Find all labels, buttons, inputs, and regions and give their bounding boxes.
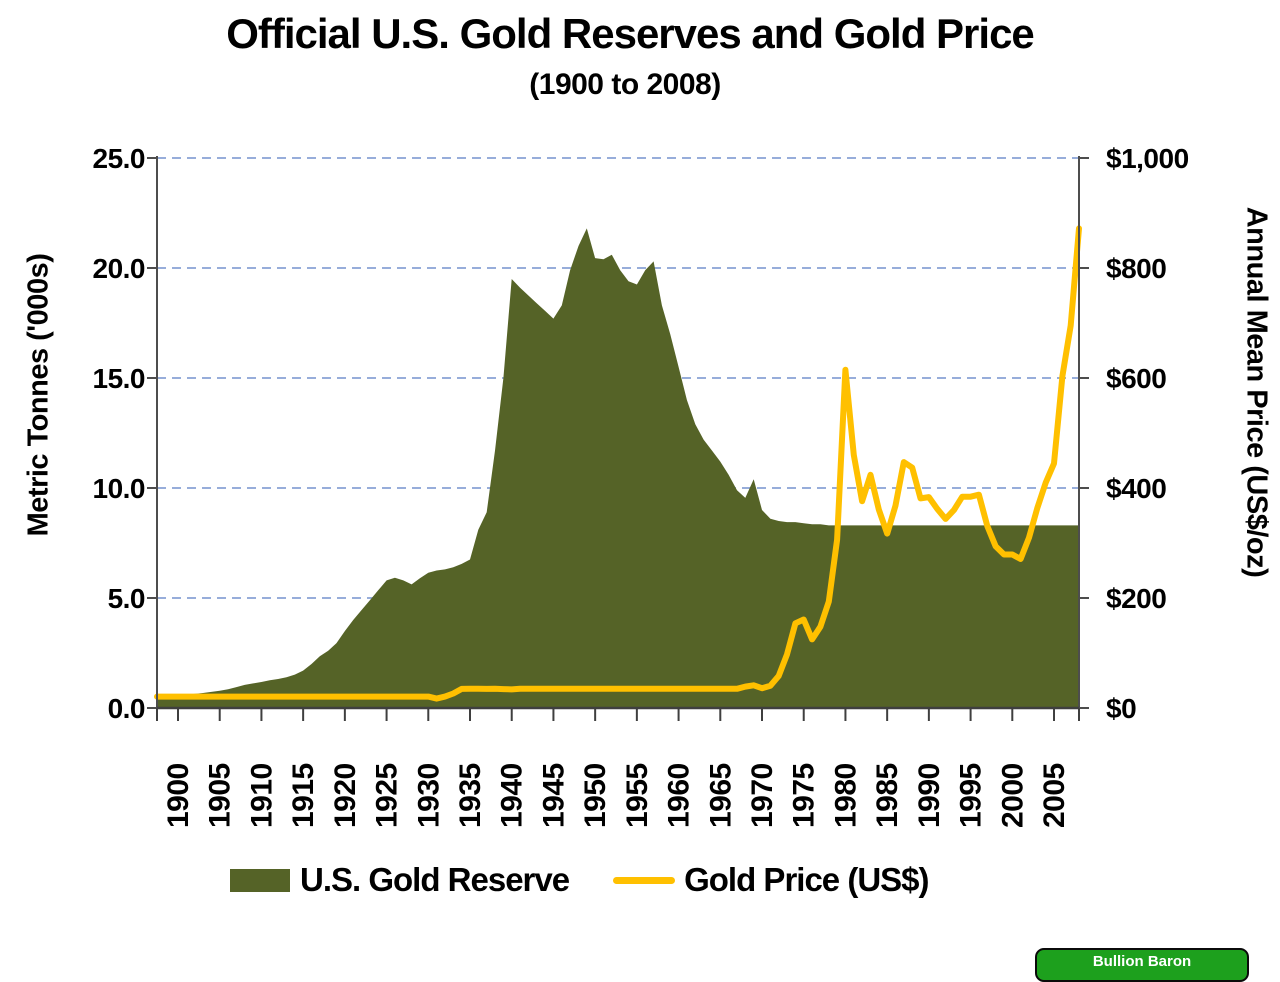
y-right-tick-label: $600 [1106, 363, 1166, 394]
watermark-badge[interactable]: Bullion Baron [1035, 948, 1249, 982]
y-right-tick-label: $400 [1106, 473, 1166, 504]
y-right-tick-label: $1,000 [1106, 143, 1189, 174]
x-tick-label: 1925 [371, 763, 404, 828]
x-tick-label: 2005 [1038, 763, 1071, 828]
y-left-tick-label: 25.0 [93, 143, 146, 174]
y-right-tick-label: $200 [1106, 583, 1166, 614]
x-tick-label: 1945 [537, 763, 570, 828]
x-tick-label: 1955 [621, 763, 654, 828]
y-left-tick-label: 15.0 [93, 363, 146, 394]
x-tick-label: 1970 [746, 763, 779, 828]
x-tick-label: 2000 [996, 763, 1029, 828]
y-left-tick-label: 0.0 [108, 693, 145, 724]
y-left-tick-label: 10.0 [93, 473, 146, 504]
gold-price-line [154, 225, 1082, 702]
y-left-tick-label: 20.0 [93, 253, 146, 284]
x-tick-label: 1900 [162, 763, 195, 828]
chart-subtitle: (1900 to 2008) [529, 68, 721, 101]
x-tick-label: 1910 [245, 763, 278, 828]
x-tick-label: 1975 [788, 763, 821, 828]
x-tick-label: 1905 [204, 763, 237, 828]
chart-title: Official U.S. Gold Reserves and Gold Pri… [226, 10, 1035, 57]
x-tick-label: 1990 [913, 763, 946, 828]
y-left-tick-label: 5.0 [108, 583, 145, 614]
price-legend-label: Gold Price (US$) [684, 861, 929, 898]
plot-area: 25.0 20.0 15.0 10.0 5.0 0.0 $1,000 $800 $600 $400… [93, 143, 1190, 828]
reserves-area [157, 228, 1079, 708]
x-tick-label: 1985 [871, 763, 904, 828]
reserve-legend-swatch [230, 868, 290, 892]
x-tick-label: 1930 [412, 763, 445, 828]
price-legend-line [613, 876, 676, 884]
chart-legend: U.S. Gold Reserve Gold Price (US$) [230, 857, 930, 903]
x-tick-label: 1935 [454, 763, 487, 828]
y-right-tick-label: $800 [1106, 253, 1166, 284]
reserve-legend-label: U.S. Gold Reserve [300, 861, 570, 898]
x-tick-label: 1980 [829, 763, 862, 828]
x-tick-label: 1965 [704, 763, 737, 828]
x-tick-label: 1940 [496, 763, 529, 828]
x-tick-label: 1950 [579, 763, 612, 828]
x-tick-label: 1960 [663, 763, 696, 828]
x-tick-label: 1920 [329, 763, 362, 828]
y-right-tick-label: $0 [1106, 693, 1136, 724]
x-tick-label: 1915 [287, 763, 320, 828]
x-tick-label: 1995 [955, 763, 988, 828]
